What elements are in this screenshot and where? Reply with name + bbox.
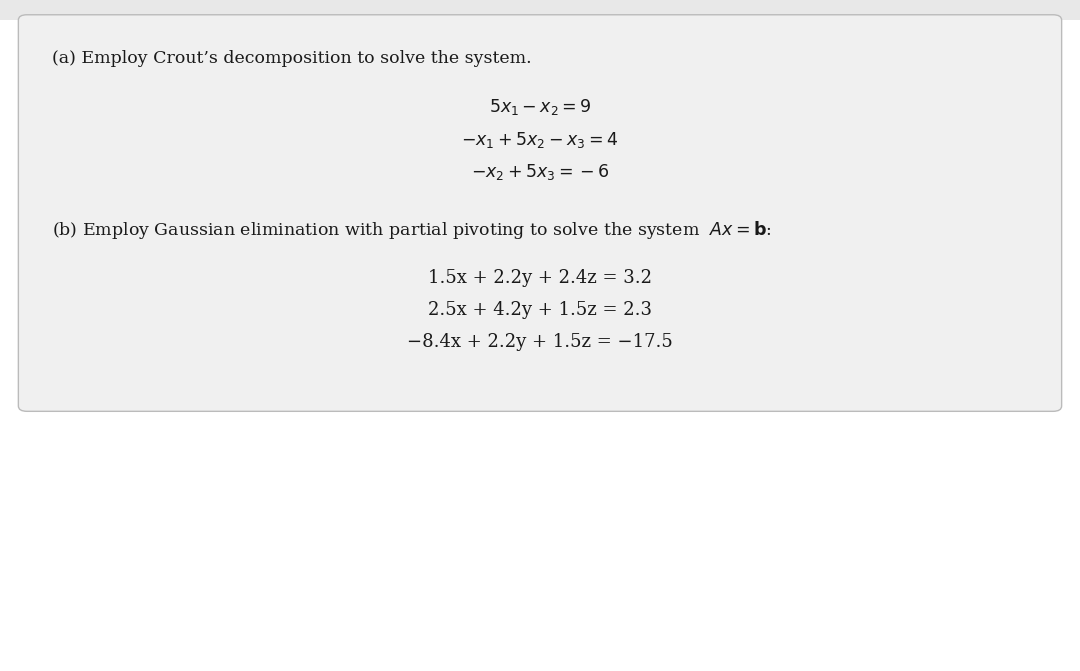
Text: (b) Employ Gaussian elimination with partial pivoting to solve the system  $\mat: (b) Employ Gaussian elimination with par…	[52, 219, 771, 241]
Text: 1.5x + 2.2y + 2.4z = 3.2: 1.5x + 2.2y + 2.4z = 3.2	[428, 269, 652, 287]
FancyBboxPatch shape	[0, 406, 1080, 671]
Text: $5x_1 - x_2 = 9$: $5x_1 - x_2 = 9$	[488, 97, 592, 117]
Text: −8.4x + 2.2y + 1.5z = −17.5: −8.4x + 2.2y + 1.5z = −17.5	[407, 333, 673, 352]
Text: 2.5x + 4.2y + 1.5z = 2.3: 2.5x + 4.2y + 1.5z = 2.3	[428, 301, 652, 319]
Text: $-x_1 + 5x_2 - x_3 = 4$: $-x_1 + 5x_2 - x_3 = 4$	[461, 130, 619, 150]
Text: $-x_2 + 5x_3 = -6$: $-x_2 + 5x_3 = -6$	[471, 162, 609, 182]
FancyBboxPatch shape	[0, 0, 1080, 20]
Text: (a) Employ Crout’s decomposition to solve the system.: (a) Employ Crout’s decomposition to solv…	[52, 50, 531, 67]
FancyBboxPatch shape	[18, 15, 1062, 411]
